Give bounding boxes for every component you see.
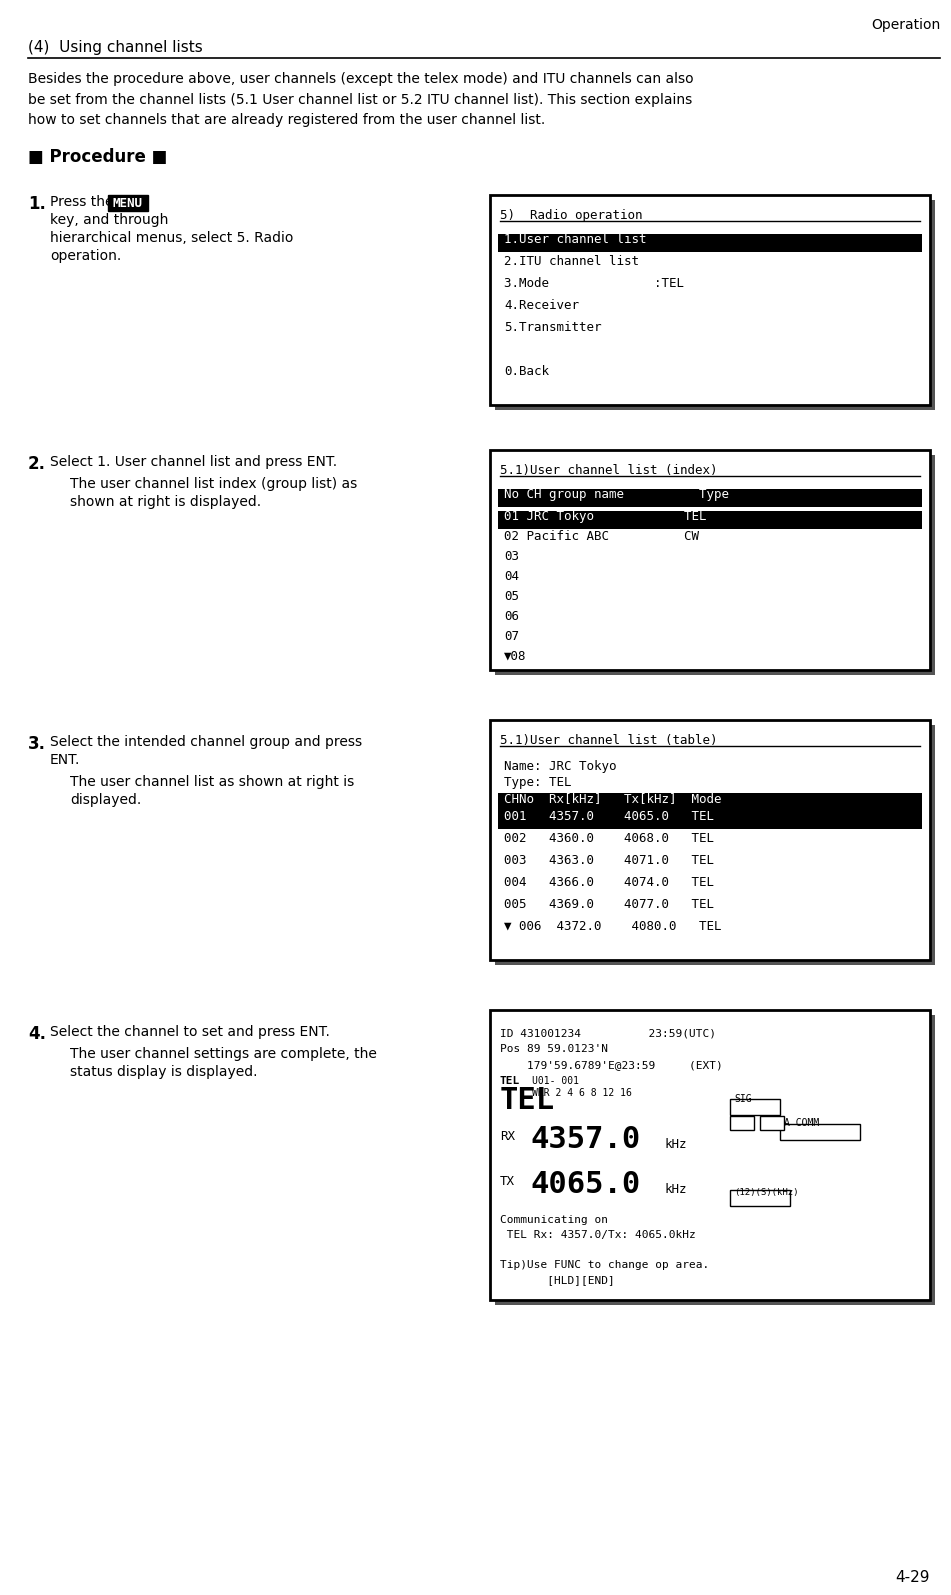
Text: kHz: kHz — [665, 1183, 688, 1196]
Text: 3.: 3. — [28, 735, 46, 753]
Text: No CH group name          Type: No CH group name Type — [504, 488, 729, 501]
Text: key, and through: key, and through — [50, 214, 168, 226]
Text: SIG: SIG — [734, 1094, 751, 1104]
Text: 4357.0: 4357.0 — [530, 1124, 640, 1155]
Text: 1.User channel list: 1.User channel list — [504, 233, 647, 246]
Bar — [490, 1010, 930, 1300]
Text: Besides the procedure above, user channels (except the telex mode) and ITU chann: Besides the procedure above, user channe… — [28, 72, 693, 128]
Text: RX: RX — [500, 1129, 515, 1144]
Text: displayed.: displayed. — [70, 793, 142, 807]
Text: TEL: TEL — [500, 1086, 555, 1115]
Text: ■ Procedure ■: ■ Procedure ■ — [28, 148, 167, 166]
Text: [HLD][END]: [HLD][END] — [500, 1274, 614, 1286]
Text: WKR 2 4 6 8 12 16: WKR 2 4 6 8 12 16 — [532, 1088, 631, 1097]
Bar — [498, 234, 922, 252]
Text: 06: 06 — [504, 609, 519, 624]
Text: 4.: 4. — [28, 1026, 46, 1043]
Text: 001   4357.0    4065.0   TEL: 001 4357.0 4065.0 TEL — [504, 810, 714, 823]
Text: Press the: Press the — [50, 195, 118, 209]
Text: 3.Mode              :TEL: 3.Mode :TEL — [504, 278, 684, 290]
Bar — [490, 719, 930, 960]
Text: 003   4363.0    4071.0   TEL: 003 4363.0 4071.0 TEL — [504, 853, 714, 868]
Text: The user channel list index (group list) as: The user channel list index (group list)… — [70, 477, 358, 491]
Text: Pos 89 59.0123'N: Pos 89 59.0123'N — [500, 1045, 608, 1054]
Bar — [495, 726, 935, 965]
Bar — [107, 195, 147, 211]
Text: 5.Transmitter: 5.Transmitter — [504, 321, 601, 333]
Text: Communicating on: Communicating on — [500, 1215, 608, 1225]
Text: A COMM: A COMM — [784, 1118, 819, 1128]
Text: The user channel list as shown at right is: The user channel list as shown at right … — [70, 775, 355, 790]
Text: 179'59.6789'E@23:59     (EXT): 179'59.6789'E@23:59 (EXT) — [500, 1061, 723, 1070]
Text: Type: TEL: Type: TEL — [504, 777, 572, 790]
Text: 04: 04 — [504, 569, 519, 584]
Text: 5.1)User channel list (index): 5.1)User channel list (index) — [500, 464, 717, 477]
Text: TEL Rx: 4357.0/Tx: 4065.0kHz: TEL Rx: 4357.0/Tx: 4065.0kHz — [500, 1230, 696, 1239]
Bar — [730, 1116, 754, 1129]
Text: Select 1. User channel list and press ENT.: Select 1. User channel list and press EN… — [50, 455, 337, 469]
Text: 4-29: 4-29 — [896, 1569, 930, 1585]
Text: (12)(S)(kHz): (12)(S)(kHz) — [734, 1188, 799, 1196]
Text: The user channel settings are complete, the: The user channel settings are complete, … — [70, 1046, 377, 1061]
Text: ▼08: ▼08 — [504, 651, 527, 664]
Bar — [495, 455, 935, 675]
Text: 4.Receiver: 4.Receiver — [504, 298, 579, 313]
Bar — [495, 199, 935, 410]
Text: 5)  Radio operation: 5) Radio operation — [500, 209, 643, 222]
Text: TX: TX — [500, 1176, 515, 1188]
Bar — [498, 793, 922, 810]
Text: 2.: 2. — [28, 455, 46, 474]
Text: status display is displayed.: status display is displayed. — [70, 1065, 258, 1078]
Bar — [498, 810, 922, 829]
Text: TEL: TEL — [500, 1077, 520, 1086]
Text: ▼ 006  4372.0    4080.0   TEL: ▼ 006 4372.0 4080.0 TEL — [504, 920, 722, 933]
Text: 005   4369.0    4077.0   TEL: 005 4369.0 4077.0 TEL — [504, 898, 714, 911]
Text: Tip)Use FUNC to change op area.: Tip)Use FUNC to change op area. — [500, 1260, 709, 1270]
Text: hierarchical menus, select 5. Radio: hierarchical menus, select 5. Radio — [50, 231, 293, 246]
Bar — [498, 490, 922, 507]
Text: 4065.0: 4065.0 — [530, 1171, 640, 1199]
Text: MENU: MENU — [112, 198, 143, 211]
Text: U01- 001: U01- 001 — [532, 1077, 579, 1086]
Bar — [730, 1099, 780, 1115]
Text: ID 431001234          23:59(UTC): ID 431001234 23:59(UTC) — [500, 1029, 716, 1038]
Bar — [495, 1014, 935, 1305]
Text: 07: 07 — [504, 630, 519, 643]
Text: Name: JRC Tokyo: Name: JRC Tokyo — [504, 759, 616, 774]
Text: CHNo  Rx[kHz]   Tx[kHz]  Mode: CHNo Rx[kHz] Tx[kHz] Mode — [504, 793, 722, 805]
Text: Select the intended channel group and press: Select the intended channel group and pr… — [50, 735, 362, 750]
Text: Select the channel to set and press ENT.: Select the channel to set and press ENT. — [50, 1026, 330, 1038]
Text: operation.: operation. — [50, 249, 121, 263]
Bar — [730, 1190, 790, 1206]
Text: shown at right is displayed.: shown at right is displayed. — [70, 494, 262, 509]
Text: ENT.: ENT. — [50, 753, 81, 767]
Bar — [490, 450, 930, 670]
Text: 5.1)User channel list (table): 5.1)User channel list (table) — [500, 734, 717, 746]
Bar — [490, 195, 930, 405]
Text: 03: 03 — [504, 550, 519, 563]
Bar — [498, 510, 922, 530]
Bar — [780, 1124, 860, 1140]
Text: (4)  Using channel lists: (4) Using channel lists — [28, 40, 203, 54]
Text: 004   4366.0    4074.0   TEL: 004 4366.0 4074.0 TEL — [504, 876, 714, 888]
Text: 2.ITU channel list: 2.ITU channel list — [504, 255, 639, 268]
Text: kHz: kHz — [665, 1137, 688, 1152]
Text: 002   4360.0    4068.0   TEL: 002 4360.0 4068.0 TEL — [504, 833, 714, 845]
Bar — [760, 1116, 784, 1129]
Text: 01 JRC Tokyo            TEL: 01 JRC Tokyo TEL — [504, 510, 707, 523]
Text: 05: 05 — [504, 590, 519, 603]
Text: 0.Back: 0.Back — [504, 365, 549, 378]
Text: 1.: 1. — [28, 195, 46, 214]
Text: Operation: Operation — [871, 18, 940, 32]
Text: 02 Pacific ABC          CW: 02 Pacific ABC CW — [504, 530, 699, 542]
